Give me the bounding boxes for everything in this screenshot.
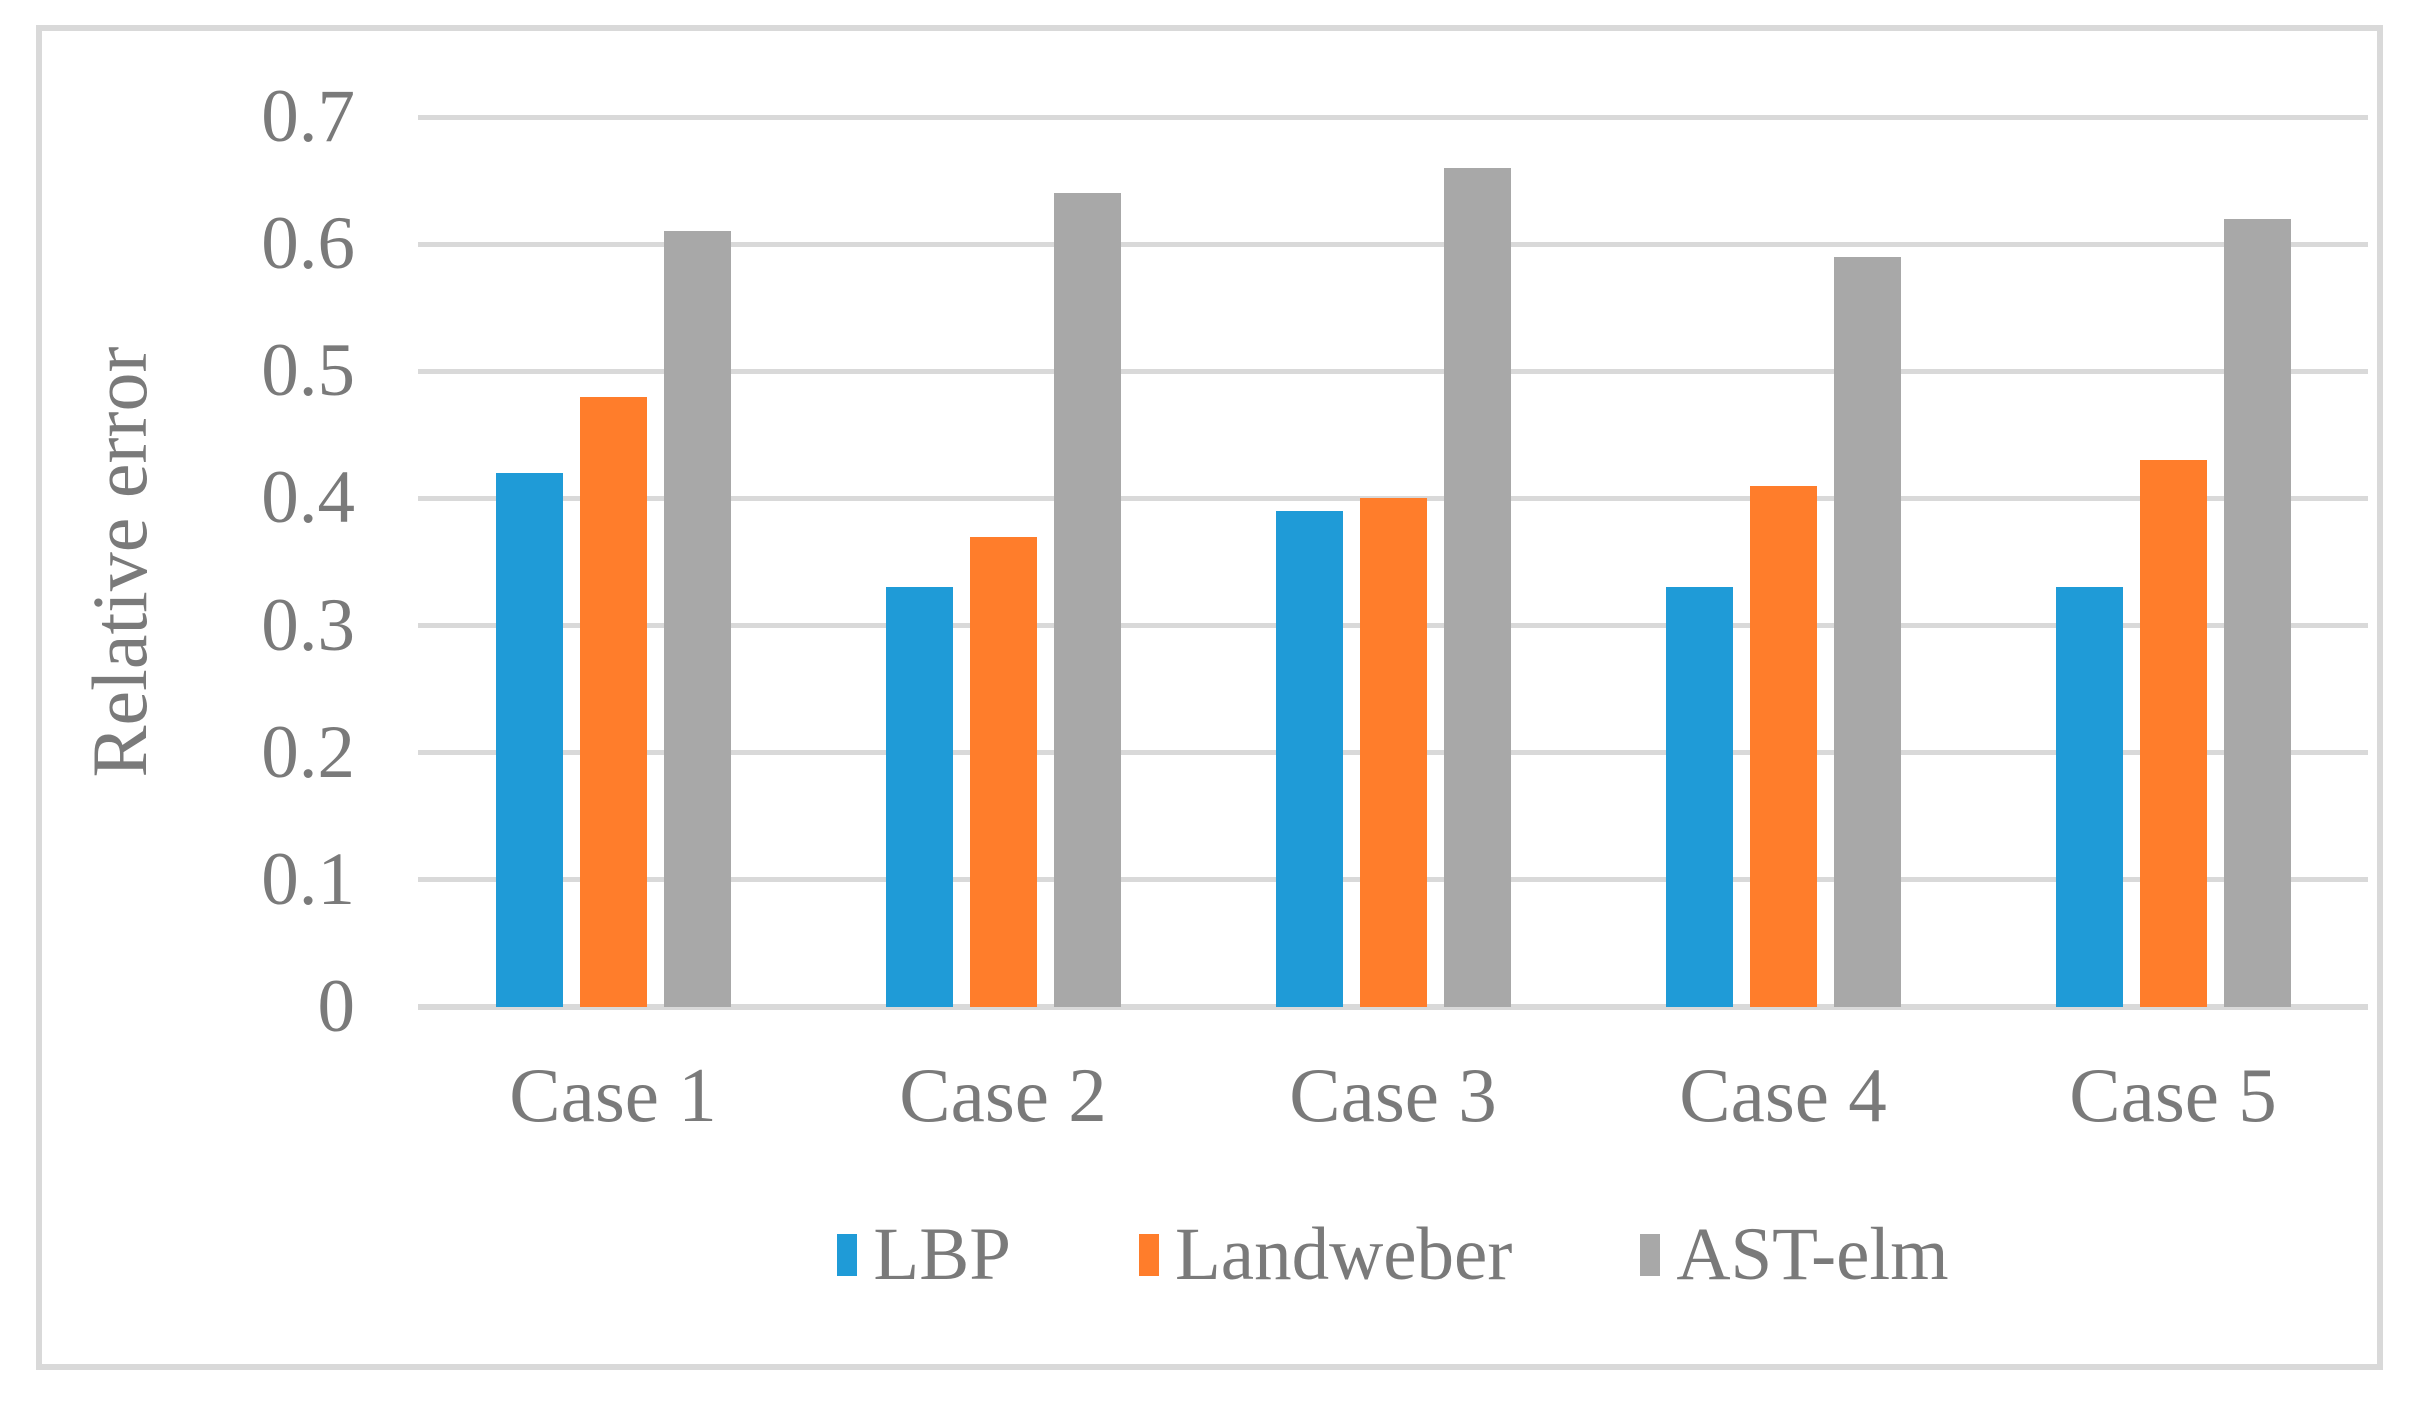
bar-lbp-case-3 (1275, 511, 1343, 1007)
y-tick-label: 0.3 (261, 583, 355, 667)
bar-ast-elm-case-4 (1833, 256, 1901, 1007)
x-axis-line (418, 1004, 2368, 1010)
legend-item: Landweber (1138, 1213, 1513, 1296)
bar-ast-elm-case-2 (1053, 193, 1121, 1007)
bar-lbp-case-2 (885, 587, 953, 1007)
bar-landweber-case-4 (1749, 485, 1817, 1007)
legend-label: AST-elm (1676, 1213, 1949, 1296)
y-tick-label: 0.5 (261, 329, 355, 413)
bar-landweber-case-2 (969, 536, 1037, 1007)
legend-item: AST-elm (1640, 1213, 1949, 1296)
plot-area (418, 114, 2368, 1010)
bar-ast-elm-case-5 (2223, 218, 2291, 1007)
legend-item: LBP (837, 1215, 1011, 1295)
x-category-label: Case 2 (899, 1052, 1107, 1138)
bar-landweber-case-1 (579, 396, 647, 1007)
y-tick-label: 0 (317, 965, 356, 1048)
bar-lbp-case-1 (495, 473, 563, 1007)
gridline (418, 114, 2368, 120)
legend-swatch-icon (1138, 1234, 1159, 1276)
y-tick-label: 0.6 (261, 202, 355, 286)
x-category-label: Case 1 (509, 1052, 717, 1138)
gridline (418, 495, 2368, 501)
gridline (418, 241, 2368, 247)
legend-label: Landweber (1174, 1213, 1513, 1296)
bar-lbp-case-4 (1665, 587, 1733, 1007)
x-category-label: Case 3 (1289, 1052, 1497, 1138)
y-tick-label: 0.7 (261, 75, 355, 158)
gridline (418, 368, 2368, 374)
bar-lbp-case-5 (2055, 587, 2123, 1007)
legend-swatch-icon (837, 1234, 858, 1276)
bar-landweber-case-3 (1359, 498, 1427, 1007)
y-tick-label: 0.1 (261, 837, 355, 921)
bar-ast-elm-case-3 (1443, 167, 1511, 1007)
legend-label: LBP (873, 1213, 1011, 1296)
bar-ast-elm-case-1 (663, 231, 731, 1007)
legend-swatch-icon (1640, 1234, 1661, 1276)
x-category-label: Case 5 (2069, 1052, 2277, 1138)
bar-landweber-case-5 (2139, 460, 2207, 1007)
legend: LBP Landweber AST-elm (418, 1212, 2368, 1298)
y-tick-label: 0.4 (261, 456, 355, 540)
y-tick-label: 0.2 (261, 710, 355, 794)
chart-frame (36, 25, 2383, 1370)
x-category-label: Case 4 (1679, 1052, 1887, 1138)
